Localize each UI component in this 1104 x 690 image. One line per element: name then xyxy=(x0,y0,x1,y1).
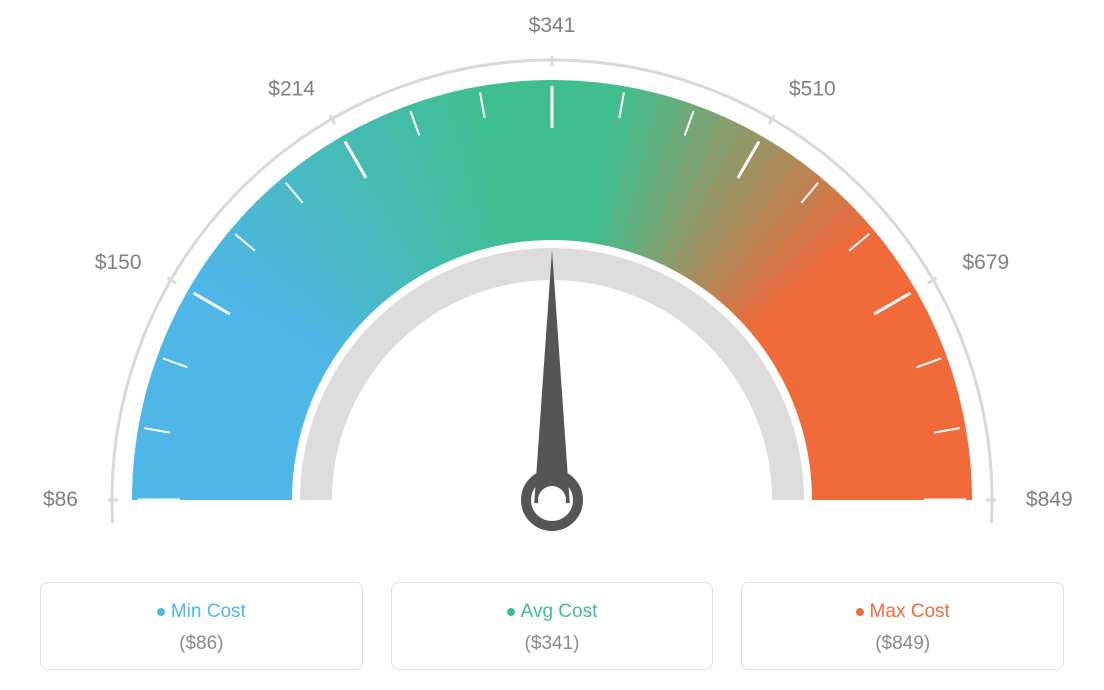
cost-gauge-chart: $86 $150 $214 $341 $510 $679 $849 Min Cost ($8… xyxy=(0,0,1104,690)
legend-value-avg: ($341) xyxy=(402,633,703,655)
legend-dot-min xyxy=(157,608,165,616)
gauge-tick-label: $849 xyxy=(1026,488,1073,511)
needle-hub-inner xyxy=(538,486,566,514)
gauge-tick-label: $150 xyxy=(95,251,142,274)
legend-card-min: Min Cost ($86) xyxy=(40,582,363,670)
gauge-tick-label: $679 xyxy=(962,251,1009,274)
gauge-tick-label: $214 xyxy=(268,78,315,101)
legend-title-avg: Avg Cost xyxy=(402,601,703,623)
legend-title-max: Max Cost xyxy=(752,601,1053,623)
legend-dot-avg xyxy=(507,608,515,616)
gauge-needle xyxy=(534,250,569,503)
legend-card-max: Max Cost ($849) xyxy=(741,582,1064,670)
legend-card-avg: Avg Cost ($341) xyxy=(391,582,714,670)
legend-label-max: Max Cost xyxy=(870,601,950,622)
legend-label-min: Min Cost xyxy=(171,601,246,622)
legend-value-max: ($849) xyxy=(752,633,1053,655)
gauge-svg: $86 $150 $214 $341 $510 $679 $849 xyxy=(0,0,1104,560)
legend-value-min: ($86) xyxy=(51,633,352,655)
legend-dot-max xyxy=(856,608,864,616)
gauge-tick-label: $86 xyxy=(43,488,78,511)
legend-title-min: Min Cost xyxy=(51,601,352,623)
gauge-tick-label: $510 xyxy=(789,78,836,101)
legend-label-avg: Avg Cost xyxy=(521,601,598,622)
gauge-tick-label: $341 xyxy=(529,14,576,37)
legend-row: Min Cost ($86) Avg Cost ($341) Max Cost … xyxy=(0,582,1104,670)
